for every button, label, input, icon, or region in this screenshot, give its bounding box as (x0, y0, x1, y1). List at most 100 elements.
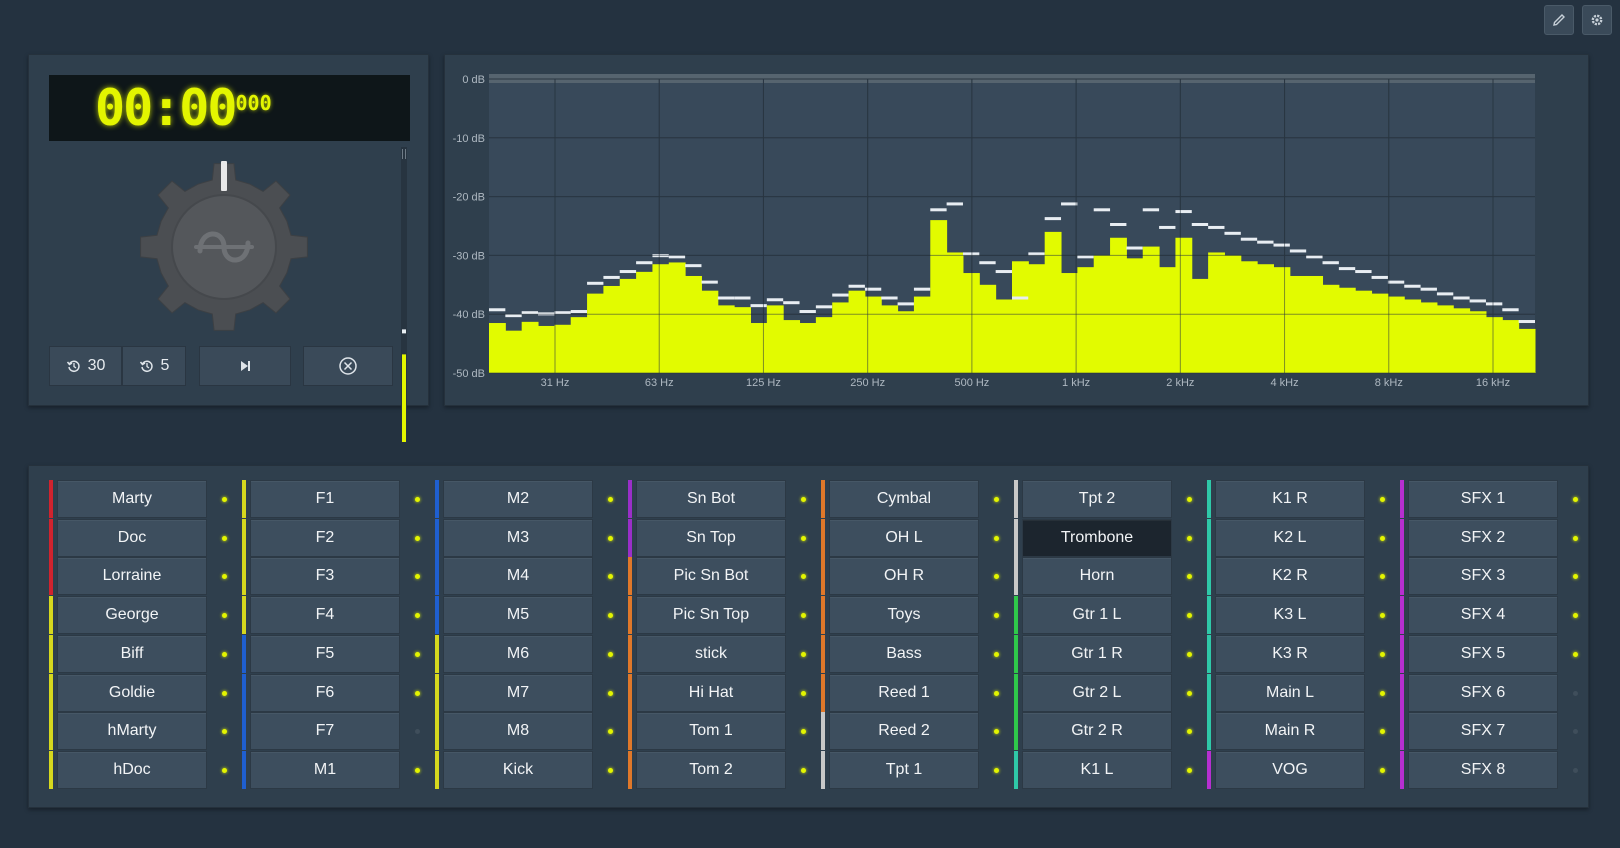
channel-button[interactable]: VOG (1215, 750, 1365, 789)
channel-button[interactable]: Pic Sn Bot (636, 557, 786, 596)
channel-column: M2 M3 M4 M5 M6 M7 M8 Kick (435, 480, 628, 790)
channel-button[interactable]: Cymbal (829, 480, 979, 518)
channel-button[interactable]: Trombone (1022, 518, 1172, 557)
channel-button[interactable]: Reed 1 (829, 673, 979, 712)
stop-button[interactable] (303, 346, 393, 386)
channel-color-strip (821, 596, 825, 635)
channel-button[interactable]: K2 R (1215, 557, 1365, 596)
channel-button[interactable]: Hi Hat (636, 673, 786, 712)
rewind-5-button[interactable]: 5 (122, 346, 186, 386)
channel-button[interactable]: F2 (250, 518, 400, 557)
channel-button[interactable]: K3 L (1215, 596, 1365, 635)
channel-button[interactable]: Main R (1215, 712, 1365, 751)
spectrum-bar (489, 323, 506, 373)
channel-button[interactable]: SFX 8 (1408, 750, 1558, 789)
channel-color-strip (435, 596, 439, 635)
channel-button[interactable]: M1 (250, 750, 400, 789)
channel-button[interactable]: M5 (443, 596, 593, 635)
channel-button[interactable]: Biff (57, 634, 207, 673)
channel-activity-indicator (994, 613, 999, 619)
channel-button[interactable]: Horn (1022, 557, 1172, 596)
channel-button[interactable]: SFX 7 (1408, 712, 1558, 751)
channel-button[interactable]: Marty (57, 480, 207, 518)
channel-button[interactable]: K1 R (1215, 480, 1365, 518)
channel-color-strip (242, 480, 246, 518)
channel-button[interactable]: Reed 2 (829, 712, 979, 751)
channel-button[interactable]: OH R (829, 557, 979, 596)
channel-button[interactable]: Kick (443, 750, 593, 789)
channel-button[interactable]: OH L (829, 518, 979, 557)
channel-button[interactable]: Toys (829, 596, 979, 635)
spectrum-bar (1289, 275, 1307, 373)
channel-button[interactable]: Pic Sn Top (636, 596, 786, 635)
channel-activity-indicator (415, 613, 420, 619)
rewind-clock-icon (66, 360, 80, 373)
channel-button[interactable]: SFX 2 (1408, 518, 1558, 557)
channel-button[interactable]: George (57, 596, 207, 635)
spectrum-bar (864, 296, 882, 373)
channel-button[interactable]: F3 (250, 557, 400, 596)
channel-button[interactable]: SFX 4 (1408, 596, 1558, 635)
channel-button[interactable]: M3 (443, 518, 593, 557)
spectrum-bar (946, 252, 964, 373)
channel-button[interactable]: K2 L (1215, 518, 1365, 557)
channel-button[interactable]: Bass (829, 634, 979, 673)
x-tick-label: 250 Hz (850, 377, 885, 389)
channel-button[interactable]: stick (636, 634, 786, 673)
channel-button[interactable]: Gtr 1 R (1022, 634, 1172, 673)
channel-button[interactable]: SFX 3 (1408, 557, 1558, 596)
settings-button[interactable] (1582, 5, 1612, 35)
channel-button[interactable]: M7 (443, 673, 593, 712)
channel-button[interactable]: Tpt 2 (1022, 480, 1172, 518)
channel-button[interactable]: Main L (1215, 673, 1365, 712)
spectrum-peak (848, 284, 865, 288)
rewind-30-button[interactable]: 30 (49, 346, 122, 386)
channel-button[interactable]: hDoc (57, 750, 207, 789)
channel-button[interactable]: K3 R (1215, 634, 1365, 673)
spectrum-bar (995, 299, 1013, 373)
channel-color-strip (435, 634, 439, 673)
channel-button[interactable]: Doc (57, 518, 207, 557)
channel-button[interactable]: F6 (250, 673, 400, 712)
channel-button[interactable]: Tom 1 (636, 712, 786, 751)
spectrum-bar (1485, 317, 1503, 373)
edit-button[interactable] (1544, 5, 1574, 35)
playback-knob[interactable] (136, 159, 312, 335)
channel-button[interactable]: SFX 1 (1408, 480, 1558, 518)
channel-button[interactable]: Gtr 2 R (1022, 712, 1172, 751)
channel-button[interactable]: M2 (443, 480, 593, 518)
spectrum-peak (1159, 225, 1176, 229)
channel-column: SFX 1 SFX 2 SFX 3 SFX 4 SFX 5 SFX 6 SFX 7 SFX 8 (1400, 480, 1593, 790)
channel-button[interactable]: Gtr 2 L (1022, 673, 1172, 712)
channel-button[interactable]: Sn Bot (636, 480, 786, 518)
channel-button[interactable]: F1 (250, 480, 400, 518)
spectrum-peak (619, 270, 637, 274)
channel-button[interactable]: Gtr 1 L (1022, 596, 1172, 635)
channel-button[interactable]: Sn Top (636, 518, 786, 557)
spectrum-bar (1142, 246, 1160, 373)
channel-activity-indicator (1380, 535, 1385, 541)
channel-button[interactable]: K1 L (1022, 750, 1172, 789)
channel-button[interactable]: Tpt 1 (829, 750, 979, 789)
channel-button[interactable]: Lorraine (57, 557, 207, 596)
channel-button[interactable]: F7 (250, 712, 400, 751)
channel-button[interactable]: M6 (443, 634, 593, 673)
channel-activity-indicator (994, 574, 999, 580)
channel-button[interactable]: Tom 2 (636, 750, 786, 789)
channel-button[interactable]: hMarty (57, 712, 207, 751)
channel-button[interactable]: SFX 5 (1408, 634, 1558, 673)
channel-button[interactable]: F5 (250, 634, 400, 673)
channel-button[interactable]: F4 (250, 596, 400, 635)
channel-activity-indicator (222, 574, 227, 580)
channel-button[interactable]: M4 (443, 557, 593, 596)
channel-button[interactable]: SFX 6 (1408, 673, 1558, 712)
channel-button[interactable]: Goldie (57, 673, 207, 712)
channel-button[interactable]: M8 (443, 712, 593, 751)
spectrum-analyzer-panel: 0 dB -10 dB -20 dB -30 dB -40 dB -50 dB 31 Hz 6… (444, 54, 1589, 406)
channel-activity-indicator (801, 574, 806, 580)
spectrum-peak (685, 264, 702, 268)
channel-color-strip (821, 712, 825, 751)
spectrum-bar (1453, 308, 1471, 373)
play-next-button[interactable] (199, 346, 291, 386)
spectrum-peak (1224, 231, 1241, 235)
